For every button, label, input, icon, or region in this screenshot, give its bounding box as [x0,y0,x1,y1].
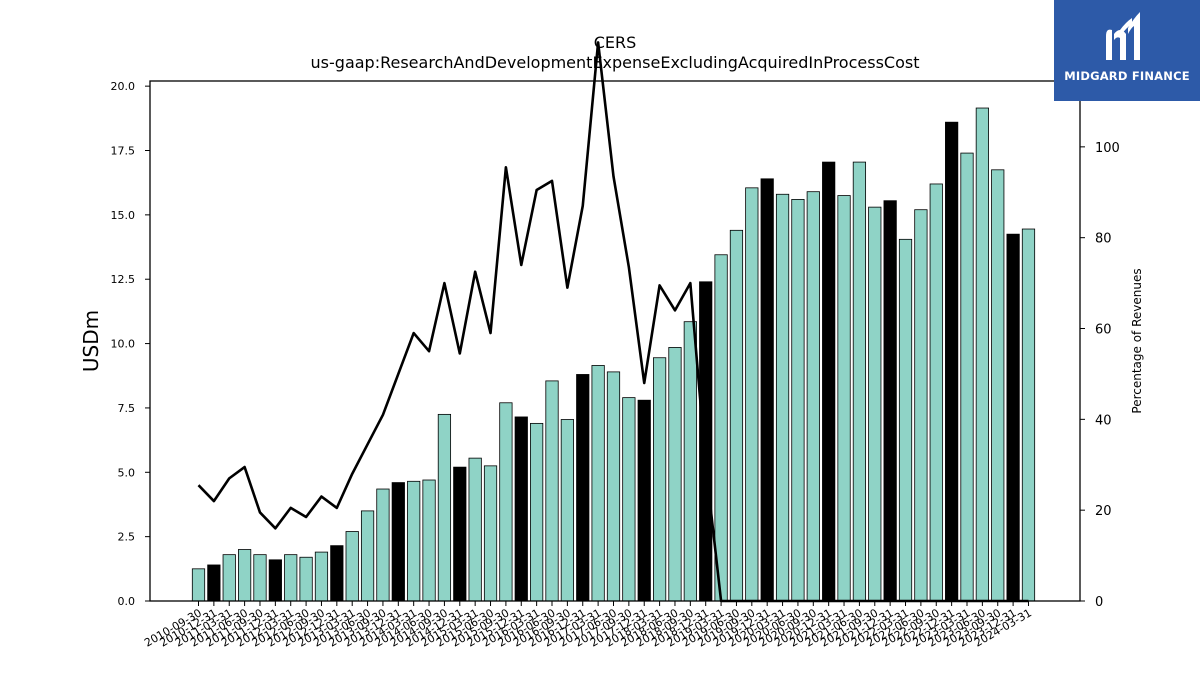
y-tick-label: 20.0 [111,80,136,93]
y-tick-label-right: 60 [1095,323,1112,338]
bar [929,183,943,602]
bar [668,347,682,602]
bar [222,554,236,602]
bar [453,466,467,602]
bar [1006,233,1020,602]
bar [238,549,252,602]
bar [760,178,774,602]
y-tick-label-right: 20 [1095,504,1112,519]
y-axis-label-left: USDm [79,310,103,372]
bar [1021,228,1036,602]
bar [407,480,421,602]
bar [314,551,329,602]
y-axis-label-right: Percentage of Revenues [1130,268,1144,413]
x-axis: 2010-09-302010-12-312011-03-312011-06-30… [142,601,1034,650]
bar [729,229,744,602]
bar [898,238,913,602]
bar [852,161,867,602]
y-axis-right: 0 20 40 60 80 100 [1080,141,1120,610]
bar [468,457,482,602]
bar [945,121,959,602]
bar [391,482,405,602]
bar [991,169,1005,602]
y-tick-label: 10.0 [111,338,136,351]
bar [422,479,436,602]
bar [345,531,359,602]
y-tick-label: 12.5 [111,273,136,286]
bar [207,564,221,602]
midgard-logo-icon [1106,12,1140,60]
chart-subtitle: us-gaap:ResearchAndDevelopmentExpenseExc… [311,53,920,72]
bar [499,402,513,602]
logo-text: MIDGARD FINANCE [1064,69,1190,83]
brand-logo: MIDGARD FINANCE [1054,0,1200,101]
y-tick-label: 17.5 [111,145,136,158]
bar [914,209,928,602]
bar [514,416,528,602]
bar [606,371,621,602]
y-tick-label-right: 100 [1095,141,1120,156]
bar [837,195,851,602]
bar [376,488,390,602]
bar [530,422,544,602]
plot-frame [149,80,1081,602]
bar [591,365,605,602]
y-tick-label: 5.0 [118,466,136,479]
bar [868,206,882,602]
bar [683,321,697,602]
y-tick-label-right: 80 [1095,232,1112,247]
y-axis-left: 0.0 2.5 5.0 7.5 10.0 12.5 15.0 17.5 20.0 [111,80,150,608]
bar [360,510,375,602]
bar-series [191,107,1036,602]
y-tick-label: 0.0 [118,595,136,608]
bar [483,465,498,602]
y-tick-label-right: 0 [1095,595,1103,610]
bar [437,413,452,602]
bar [268,559,282,602]
bar [622,397,636,602]
bar [284,554,298,602]
bar [883,200,897,602]
bar [330,545,344,602]
bar [653,357,667,602]
bar [576,374,590,602]
bar [975,107,989,602]
bar [960,152,974,602]
bar [699,281,713,602]
bar [637,399,651,602]
y-tick-label-right: 40 [1095,413,1112,428]
y-tick-label: 2.5 [118,531,136,544]
bar [191,568,206,602]
bar [299,556,313,602]
bar [560,419,574,602]
y-tick-label: 15.0 [111,209,136,222]
bar [791,199,805,602]
chart-title: CERS [594,33,637,52]
bar [775,193,790,602]
y-tick-label: 7.5 [118,402,136,415]
bar [545,380,559,602]
bar [822,161,836,602]
bar [253,554,267,602]
bar [806,191,820,602]
bar [745,187,759,602]
bar [714,254,728,602]
